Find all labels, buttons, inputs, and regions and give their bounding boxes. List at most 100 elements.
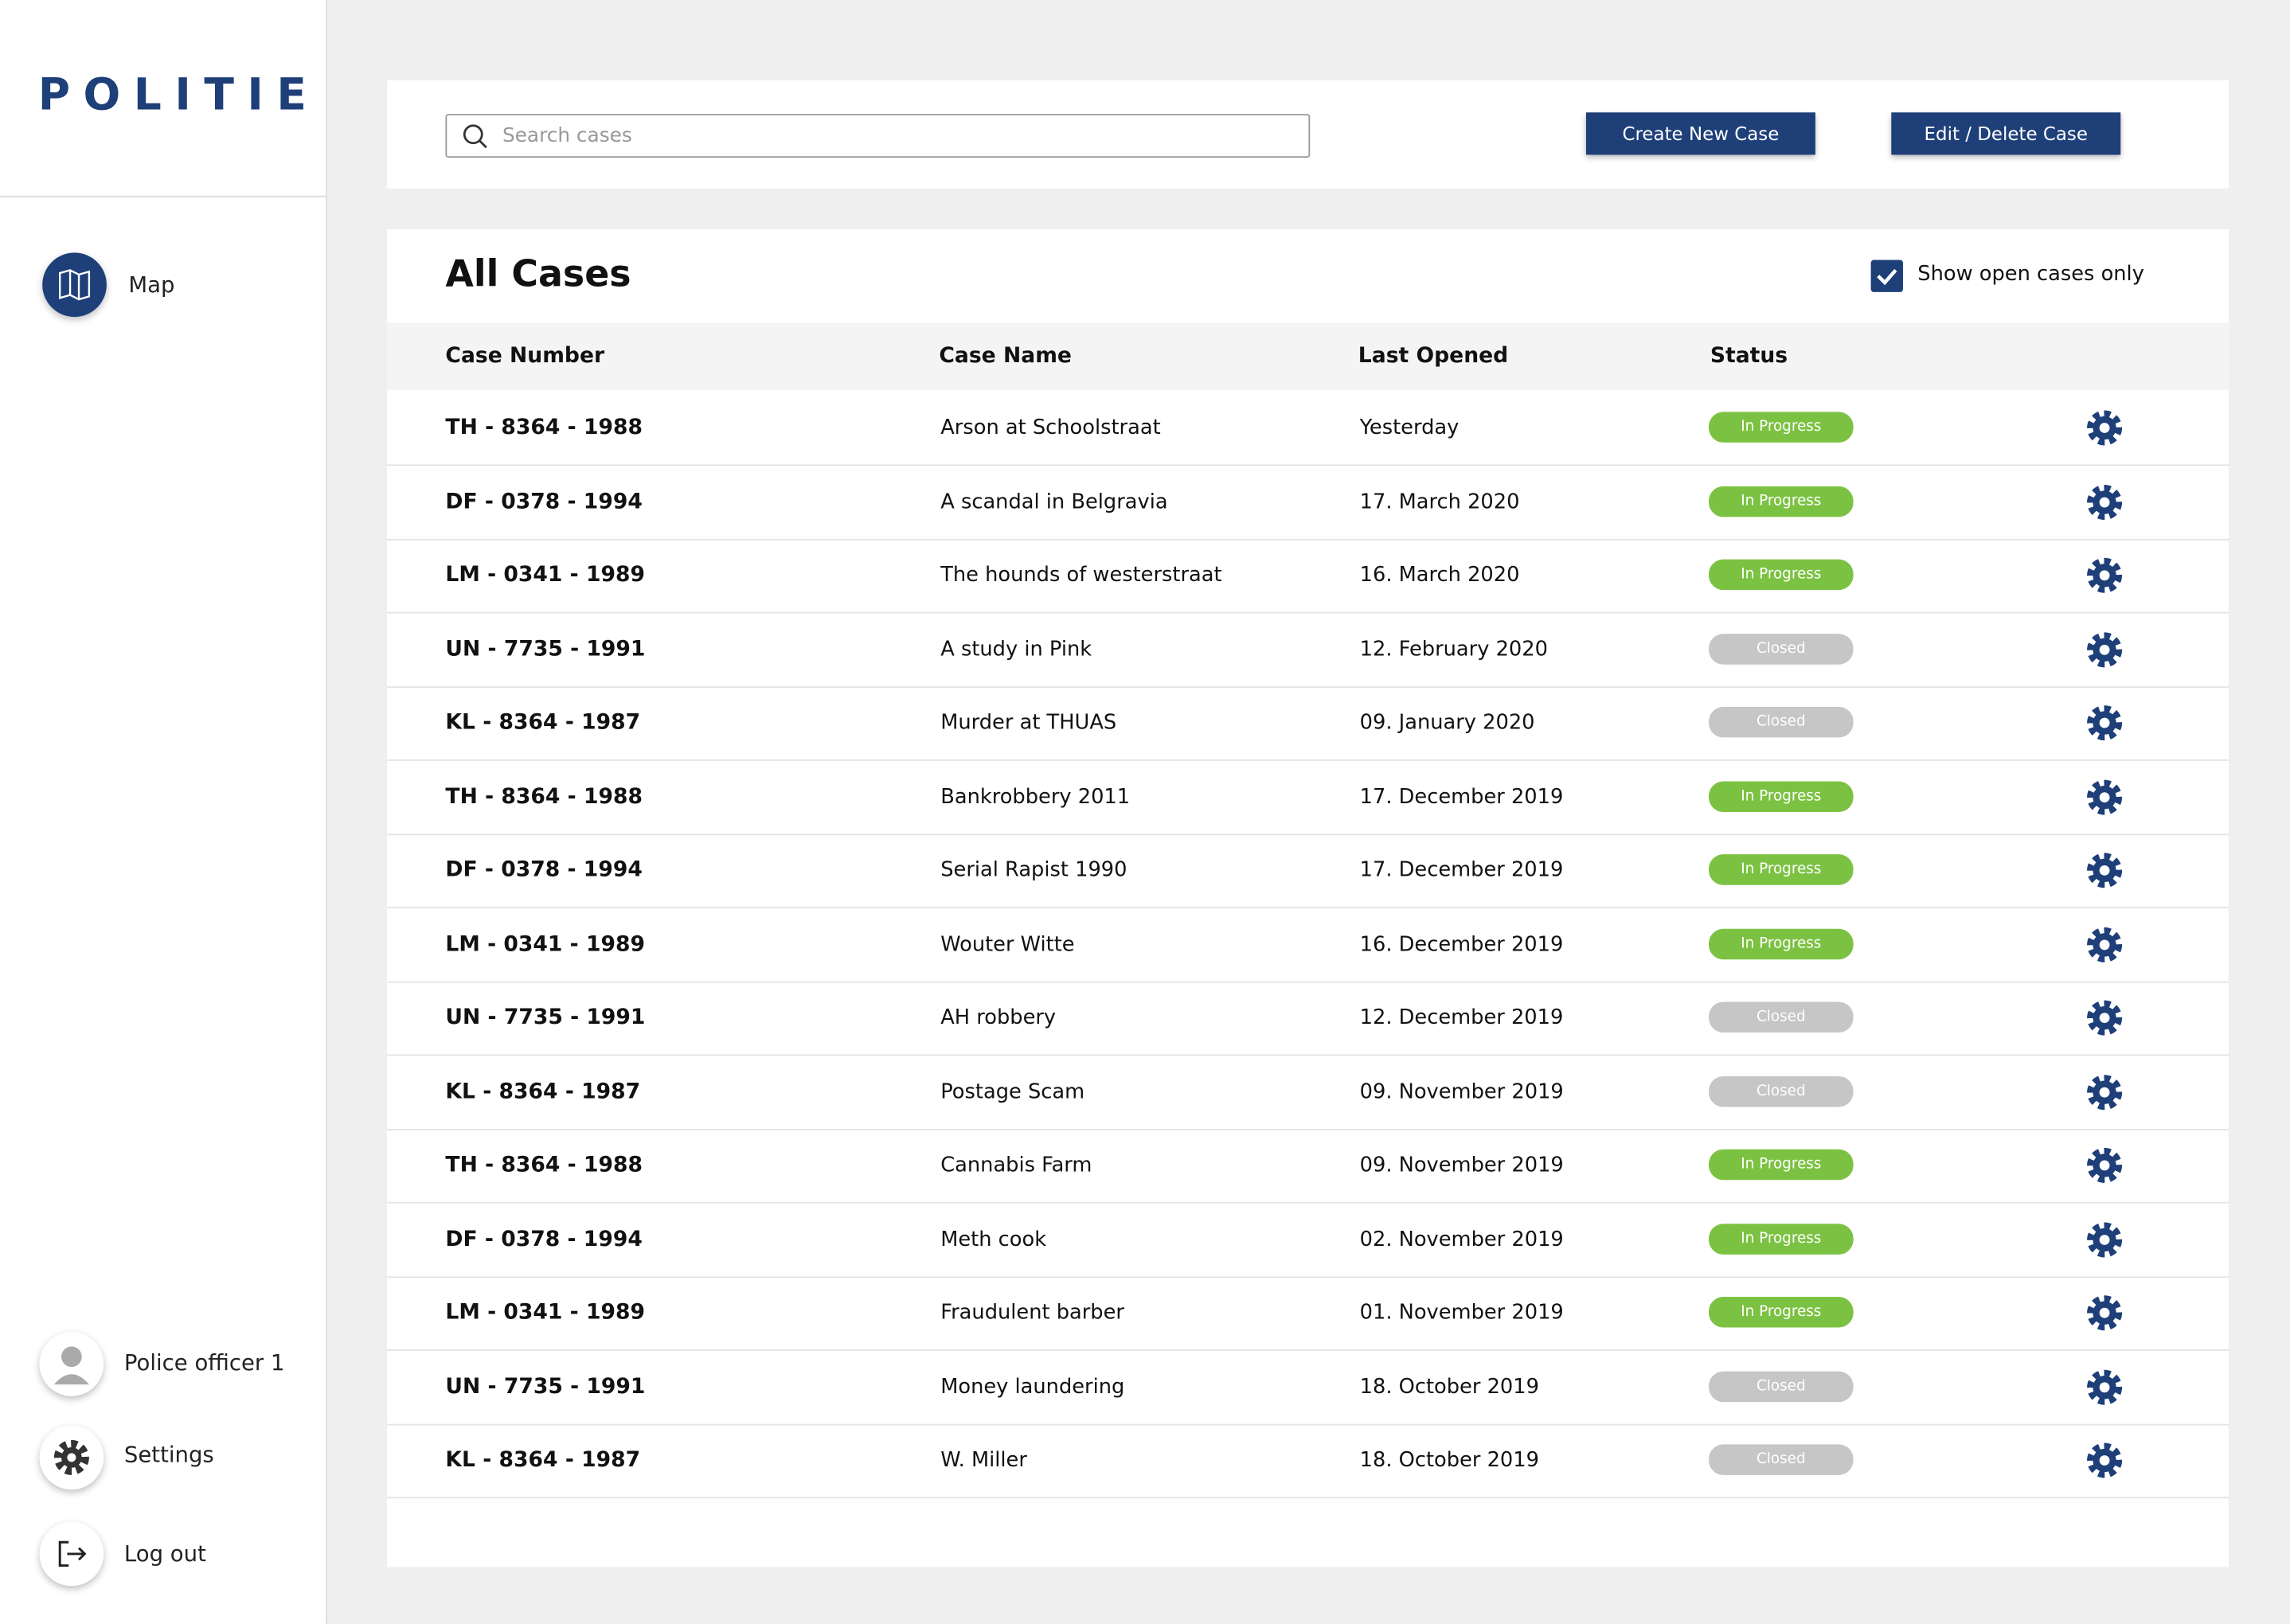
case-name: The hounds of westerstraat	[940, 564, 1222, 588]
gear-glyph	[2087, 557, 2123, 593]
status-badge: In Progress	[1709, 485, 1854, 517]
gear-glyph	[2087, 853, 2123, 888]
case-row[interactable]: KL - 8364 - 1987 W. Miller 18. October 201…	[387, 1424, 2229, 1499]
case-number: UN - 7735 - 1991	[445, 1005, 646, 1030]
logout-link[interactable]: Log out	[123, 1540, 206, 1567]
status-badge: In Progress	[1709, 559, 1854, 591]
status-badge: In Progress	[1709, 927, 1854, 959]
case-row[interactable]: LM - 0341 - 1989 Wouter Witte 16. December…	[387, 908, 2229, 982]
last-opened: 09. January 2020	[1359, 711, 1535, 735]
user-name[interactable]: Police officer 1	[123, 1349, 285, 1376]
case-row[interactable]: TH - 8364 - 1988 Arson at Schoolstraat Yes…	[387, 392, 2229, 467]
case-row[interactable]: TH - 8364 - 1988 Cannabis Farm 09. Novembe…	[387, 1129, 2229, 1204]
case-number: KL - 8364 - 1987	[445, 1079, 641, 1103]
row-settings[interactable]	[2084, 613, 2124, 686]
row-settings[interactable]	[2084, 760, 2124, 833]
case-number: DF - 0378 - 1994	[445, 490, 643, 513]
row-settings[interactable]	[2084, 1276, 2124, 1349]
case-number: DF - 0378 - 1994	[445, 1227, 643, 1251]
logout-icon[interactable]	[39, 1521, 104, 1587]
divider	[0, 195, 326, 197]
settings-link[interactable]: Settings	[123, 1441, 214, 1468]
case-row[interactable]: UN - 7735 - 1991 AH robbery 12. December 2…	[387, 982, 2229, 1056]
search-box[interactable]: Search cases	[445, 114, 1311, 158]
case-number: UN - 7735 - 1991	[445, 1375, 646, 1399]
last-opened: 02. November 2019	[1359, 1227, 1564, 1251]
brand-logo: POLITIE	[37, 70, 320, 122]
column-header: Last Opened	[1358, 344, 1509, 369]
row-settings[interactable]	[2084, 465, 2124, 538]
row-settings[interactable]	[2084, 686, 2124, 759]
case-name: Postage Scam	[940, 1079, 1085, 1103]
case-number: LM - 0341 - 1989	[445, 1301, 646, 1325]
cases-title: All Cases	[445, 252, 631, 295]
case-row[interactable]: KL - 8364 - 1987 Murder at THUAS 09. Janua…	[387, 686, 2229, 761]
gear-glyph	[2087, 1074, 2123, 1110]
case-number: LM - 0341 - 1989	[445, 564, 646, 588]
avatar[interactable]	[39, 1332, 104, 1396]
gear-glyph	[53, 1439, 89, 1475]
row-settings[interactable]	[2084, 1203, 2124, 1276]
row-settings[interactable]	[2084, 982, 2124, 1055]
case-row[interactable]: LM - 0341 - 1989 Fraudulent barber 01. Nov…	[387, 1276, 2229, 1351]
gear-glyph	[2087, 484, 2123, 520]
case-row[interactable]: DF - 0378 - 1994 A scandal in Belgravia 17…	[387, 465, 2229, 540]
case-name: Fraudulent barber	[940, 1301, 1124, 1325]
gear-glyph	[2087, 631, 2123, 667]
map-glyph	[59, 269, 91, 301]
last-opened: 17. December 2019	[1359, 858, 1564, 883]
row-settings[interactable]	[2084, 1129, 2124, 1202]
status-badge: Closed	[1709, 633, 1854, 664]
status-badge: Closed	[1709, 1076, 1854, 1107]
row-settings[interactable]	[2084, 1055, 2124, 1128]
open-filter-checkbox[interactable]	[1870, 260, 1903, 292]
last-opened: 09. November 2019	[1359, 1154, 1564, 1177]
case-name: AH robbery	[940, 1005, 1057, 1030]
gear-glyph	[2087, 1147, 2123, 1183]
gear-glyph	[2087, 926, 2123, 962]
row-settings[interactable]	[2084, 539, 2124, 612]
status-badge: In Progress	[1709, 854, 1854, 885]
last-opened: 16. March 2020	[1359, 564, 1520, 588]
map-icon[interactable]	[42, 252, 107, 318]
create-button[interactable]: Create New Case	[1585, 112, 1815, 155]
case-number: KL - 8364 - 1987	[445, 711, 641, 735]
case-name: Murder at THUAS	[940, 711, 1117, 735]
gear-glyph	[2087, 705, 2123, 741]
search-placeholder: Search cases	[502, 123, 632, 148]
case-row[interactable]: TH - 8364 - 1988 Bankrobbery 2011 17. Dece…	[387, 760, 2229, 835]
gear-glyph	[2087, 779, 2123, 814]
last-opened: 16. December 2019	[1359, 932, 1564, 956]
row-settings[interactable]	[2084, 908, 2124, 981]
row-settings[interactable]	[2084, 1350, 2124, 1423]
search-glyph	[463, 124, 487, 149]
gear-glyph	[2087, 410, 2123, 446]
settings-icon[interactable]	[39, 1425, 104, 1490]
case-name: Money laundering	[940, 1375, 1125, 1399]
row-settings[interactable]	[2084, 833, 2124, 907]
logout-glyph	[58, 1540, 87, 1567]
case-row[interactable]: KL - 8364 - 1987 Postage Scam 09. November…	[387, 1055, 2229, 1130]
case-name: Arson at Schoolstraat	[940, 416, 1161, 440]
row-settings[interactable]	[2084, 392, 2124, 465]
case-row[interactable]: LM - 0341 - 1989 The hounds of westerstra…	[387, 539, 2229, 614]
avatar-glyph	[53, 1346, 89, 1385]
column-header: Status	[1710, 344, 1788, 369]
gear-glyph	[2087, 1000, 2123, 1036]
case-number: TH - 8364 - 1988	[445, 1154, 643, 1177]
cases-card: All Cases Show open cases only Case Numb…	[387, 229, 2229, 1567]
edit-button[interactable]: Edit / Delete Case	[1891, 112, 2121, 155]
status-badge: In Progress	[1709, 1297, 1854, 1328]
case-row[interactable]: DF - 0378 - 1994 Meth cook 02. November 20…	[387, 1203, 2229, 1278]
status-badge: Closed	[1709, 1001, 1854, 1033]
toolbar: Search cases Create New Case Edit / Dele…	[387, 80, 2229, 189]
case-row[interactable]: UN - 7735 - 1991 Money laundering 18. Octo…	[387, 1350, 2229, 1425]
case-row[interactable]: DF - 0378 - 1994 Serial Rapist 1990 17. De…	[387, 833, 2229, 909]
row-settings[interactable]	[2084, 1424, 2124, 1497]
nav-map[interactable]: Map	[128, 271, 175, 299]
case-name: W. Miller	[940, 1448, 1027, 1473]
gear-glyph	[2087, 1295, 2123, 1331]
case-row[interactable]: UN - 7735 - 1991 A study in Pink 12. Febru…	[387, 613, 2229, 688]
